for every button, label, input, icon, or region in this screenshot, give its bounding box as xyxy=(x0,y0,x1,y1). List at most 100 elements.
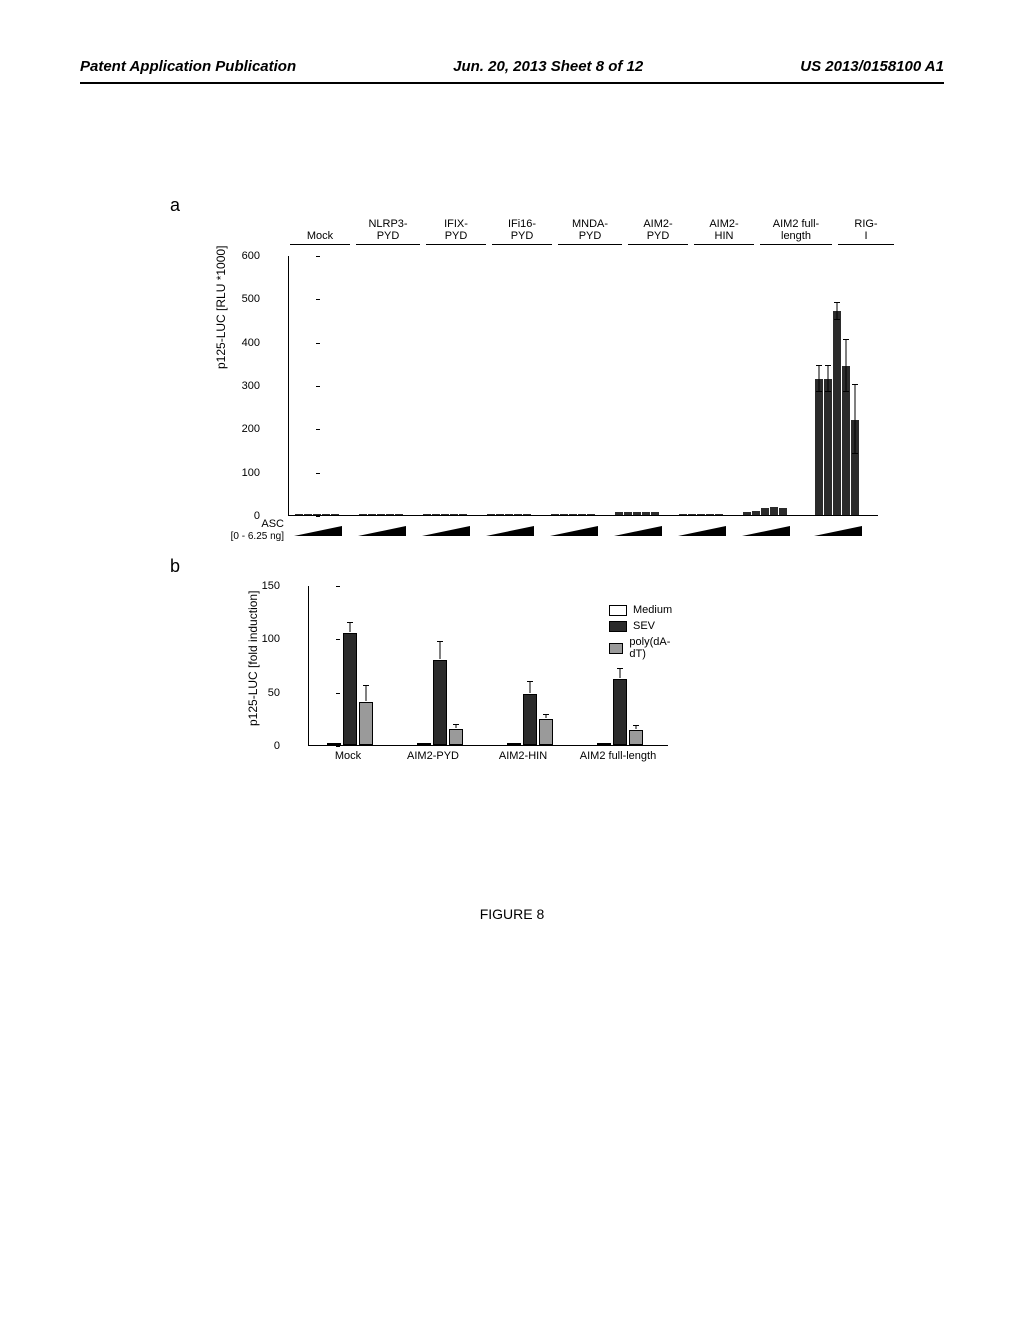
y-tick-label: 150 xyxy=(254,580,280,592)
y-tick-label: 300 xyxy=(234,380,260,392)
bar xyxy=(523,694,537,745)
y-tick-label: 100 xyxy=(254,633,280,645)
error-bar xyxy=(456,725,457,728)
chart-b-legend: Medium SEV poly(dA-dT) xyxy=(609,604,674,664)
y-tick-label: 500 xyxy=(234,293,260,305)
bar xyxy=(539,719,553,745)
bar xyxy=(624,512,632,515)
asc-wedge xyxy=(294,526,342,536)
error-cap xyxy=(834,302,840,303)
bar xyxy=(743,512,751,515)
error-cap xyxy=(825,365,831,366)
error-cap xyxy=(347,622,353,623)
bar xyxy=(615,512,623,515)
bar xyxy=(779,508,787,515)
bar xyxy=(523,514,531,515)
asc-wedge xyxy=(614,526,662,536)
error-bar xyxy=(855,420,856,455)
chart-b-x-labels: MockAIM2-PYDAIM2-HINAIM2 full-length xyxy=(308,750,668,762)
bar xyxy=(395,514,403,515)
bar xyxy=(449,729,463,745)
y-tick-label: 600 xyxy=(234,250,260,262)
bar-group xyxy=(423,514,467,515)
asc-wedge xyxy=(550,526,598,536)
bar-group xyxy=(815,311,859,515)
error-bar xyxy=(819,366,820,379)
header-right: US 2013/0158100 A1 xyxy=(800,58,944,75)
bar xyxy=(331,514,339,515)
error-cap xyxy=(816,391,822,392)
bar xyxy=(578,514,586,515)
error-cap xyxy=(617,668,623,669)
header-rule xyxy=(80,82,944,84)
bar xyxy=(642,512,650,515)
x-label: Mock xyxy=(308,750,388,762)
bar xyxy=(815,379,823,516)
chart-a-col-headers: MockNLRP3-PYDIFIX-PYDIFi16-PYDMNDA-PYDAI… xyxy=(290,218,900,245)
bar xyxy=(507,743,521,745)
error-bar xyxy=(828,366,829,379)
legend-swatch xyxy=(609,621,627,632)
error-cap xyxy=(852,453,858,454)
error-bar xyxy=(546,715,547,718)
asc-text: ASC xyxy=(261,518,284,530)
bar xyxy=(450,514,458,515)
bar xyxy=(359,514,367,515)
error-bar xyxy=(620,669,621,678)
error-bar xyxy=(530,682,531,693)
bar xyxy=(386,514,394,515)
bar xyxy=(377,514,385,515)
bar-group xyxy=(743,507,787,515)
error-cap xyxy=(852,384,858,385)
chart-a-bars xyxy=(289,256,878,515)
figure-8: a MockNLRP3-PYDIFIX-PYDIFi16-PYDMNDA-PYD… xyxy=(170,195,890,576)
asc-range: [0 - 6.25 ng] xyxy=(231,531,284,542)
bar xyxy=(824,379,832,516)
legend-label: SEV xyxy=(633,620,655,632)
chart-a-plot xyxy=(288,256,878,516)
error-cap xyxy=(453,724,459,725)
error-cap xyxy=(527,681,533,682)
y-tick-label: 400 xyxy=(234,337,260,349)
legend-swatch xyxy=(609,643,623,654)
bar xyxy=(322,514,330,515)
error-cap xyxy=(543,714,549,715)
legend-item: Medium xyxy=(609,604,674,616)
bar xyxy=(761,508,769,515)
error-bar xyxy=(636,726,637,729)
error-cap xyxy=(843,391,849,392)
bar xyxy=(697,514,705,515)
bar xyxy=(833,311,841,515)
bar-group xyxy=(295,514,339,515)
legend-item: poly(dA-dT) xyxy=(609,636,674,660)
bar xyxy=(514,514,522,515)
asc-wedge xyxy=(422,526,470,536)
error-bar xyxy=(846,340,847,366)
panel-b-label: b xyxy=(170,556,180,577)
bar xyxy=(613,679,627,745)
bar xyxy=(715,514,723,515)
x-label: AIM2-PYD xyxy=(388,750,478,762)
x-label: AIM2 full-length xyxy=(568,750,668,762)
chart-b-y-label: p125-LUC [fold induction] xyxy=(246,591,260,726)
bar xyxy=(459,514,467,515)
col-header: NLRP3-PYD xyxy=(356,218,420,245)
bar xyxy=(688,514,696,515)
asc-wedge xyxy=(742,526,790,536)
col-header: Mock xyxy=(290,218,350,245)
bar xyxy=(851,420,859,515)
bar xyxy=(343,633,357,745)
asc-wedge xyxy=(678,526,726,536)
bar xyxy=(423,514,431,515)
col-header: AIM2-PYD xyxy=(628,218,688,245)
legend-swatch xyxy=(609,605,627,616)
error-bar xyxy=(350,623,351,632)
header-center: Jun. 20, 2013 Sheet 8 of 12 xyxy=(453,58,643,75)
bar xyxy=(752,511,760,515)
asc-wedge xyxy=(486,526,534,536)
bar xyxy=(505,514,513,515)
chart-a-y-label: p125-LUC [RLU *1000] xyxy=(214,246,228,369)
bar xyxy=(842,366,850,516)
y-tick-label: 50 xyxy=(254,687,280,699)
col-header: RIG-I xyxy=(838,218,894,245)
